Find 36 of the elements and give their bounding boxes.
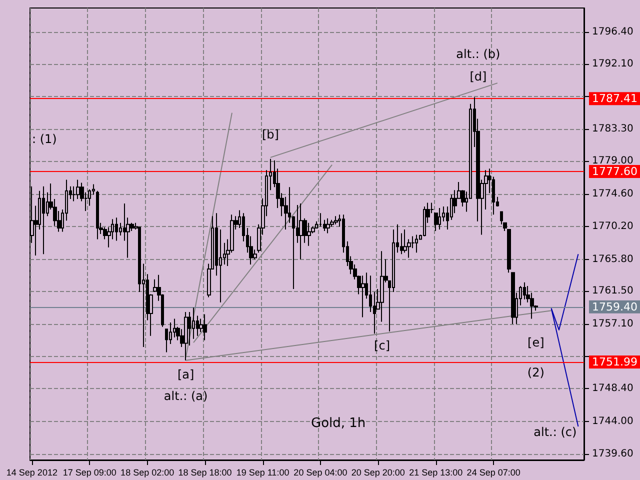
x-tick-label: 17 Sep 09:00: [62, 468, 116, 478]
x-tick-label: 19 Sep 11:00: [236, 468, 290, 478]
text: Gold, 1h: [311, 416, 366, 431]
ref-line-label: 1751.99: [592, 355, 638, 368]
x-tick-label: 14 Sep 2012: [6, 468, 58, 478]
x-tick-label: 21 Sep 13:00: [409, 468, 463, 478]
annotation: : (1): [32, 132, 57, 146]
x-tick-label: 18 Sep 18:00: [178, 468, 232, 478]
y-tick-label: 1774.60: [592, 188, 634, 200]
y-tick-label: 1765.80: [592, 254, 634, 265]
y-tick-label: 1796.40: [592, 26, 634, 38]
y-tick-label: 1757.10: [592, 318, 634, 330]
ref-line-label: 1759.40: [592, 300, 638, 314]
x-tick-label: 18 Sep 02:00: [120, 468, 174, 478]
annotation: (2): [527, 365, 544, 380]
annotation: alt.: (c): [534, 424, 577, 439]
x-tick-label: 24 Sep 07:00: [466, 468, 520, 478]
annotation: [d]: [470, 69, 487, 84]
x-tick-label: 20 Sep 20:00: [351, 468, 405, 478]
annotation: alt.: (b): [456, 47, 500, 62]
y-tick-label: 1739.60: [592, 448, 634, 460]
y-tick-label: 1748.40: [592, 383, 634, 394]
annotation: alt.: (a): [164, 389, 208, 404]
annotation: [c]: [374, 338, 390, 353]
y-tick-label: 1744.00: [592, 416, 634, 427]
annotation: [e]: [528, 336, 544, 350]
y-tick-label: 1779.00: [592, 156, 634, 167]
y-tick-label: 1770.20: [592, 221, 634, 232]
y-tick-label: 1761.50: [592, 286, 634, 297]
annotation: [b]: [262, 127, 279, 142]
ref-line-label: 1777.60: [592, 165, 638, 178]
annotation: [a]: [177, 368, 194, 382]
x-tick-label: 20 Sep 04:00: [294, 468, 348, 478]
y-tick-label: 1792.10: [592, 58, 634, 70]
ref-line-label: 1787.41: [592, 92, 638, 106]
y-tick-label: 1783.30: [592, 124, 634, 135]
